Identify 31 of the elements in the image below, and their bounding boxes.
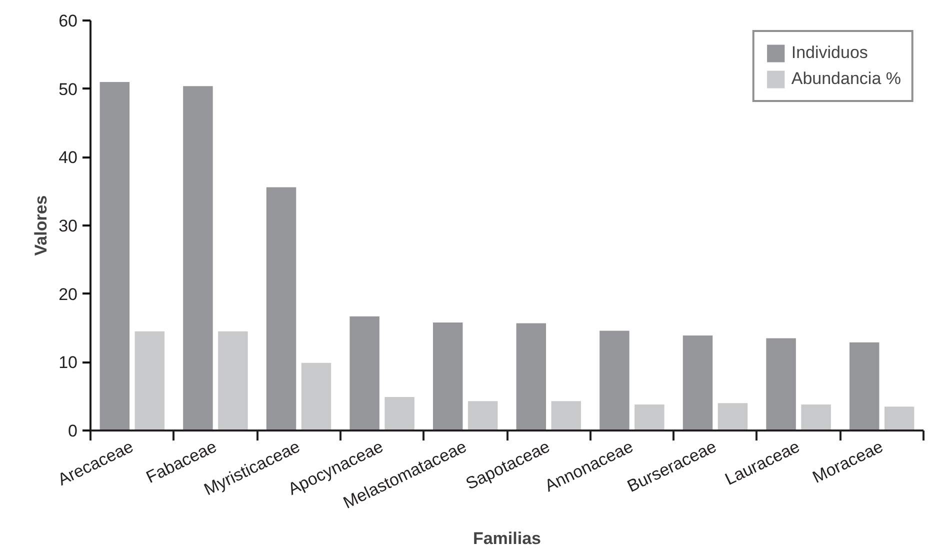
bar	[766, 338, 796, 430]
x-axis-title: Familias	[472, 528, 542, 548]
bar	[301, 362, 332, 430]
bar	[718, 403, 748, 430]
bar	[266, 187, 296, 430]
bar	[600, 330, 630, 430]
y-axis-title: Valores	[32, 195, 51, 256]
bar	[100, 82, 130, 430]
legend-label: Individuos	[791, 43, 868, 63]
bar	[432, 322, 463, 430]
y-tick-label: 0	[68, 422, 78, 440]
bar	[516, 323, 546, 430]
y-tick-label: 10	[58, 353, 78, 372]
bar	[801, 404, 831, 430]
bar	[218, 331, 248, 430]
y-tick-label: 40	[58, 148, 78, 168]
bar	[849, 342, 880, 430]
y-tick-label: 60	[58, 12, 78, 30]
bar	[350, 316, 380, 430]
bar	[682, 336, 713, 430]
bar	[134, 331, 165, 430]
y-tick-label: 50	[58, 80, 78, 99]
bar	[634, 404, 664, 430]
y-tick-label: 20	[58, 284, 78, 304]
bar	[884, 406, 914, 430]
bar	[468, 401, 498, 430]
bar	[183, 86, 213, 430]
bar	[384, 397, 414, 430]
bar	[551, 401, 582, 430]
legend-label: Abundancia %	[791, 69, 901, 89]
y-tick-label: 30	[58, 216, 78, 236]
